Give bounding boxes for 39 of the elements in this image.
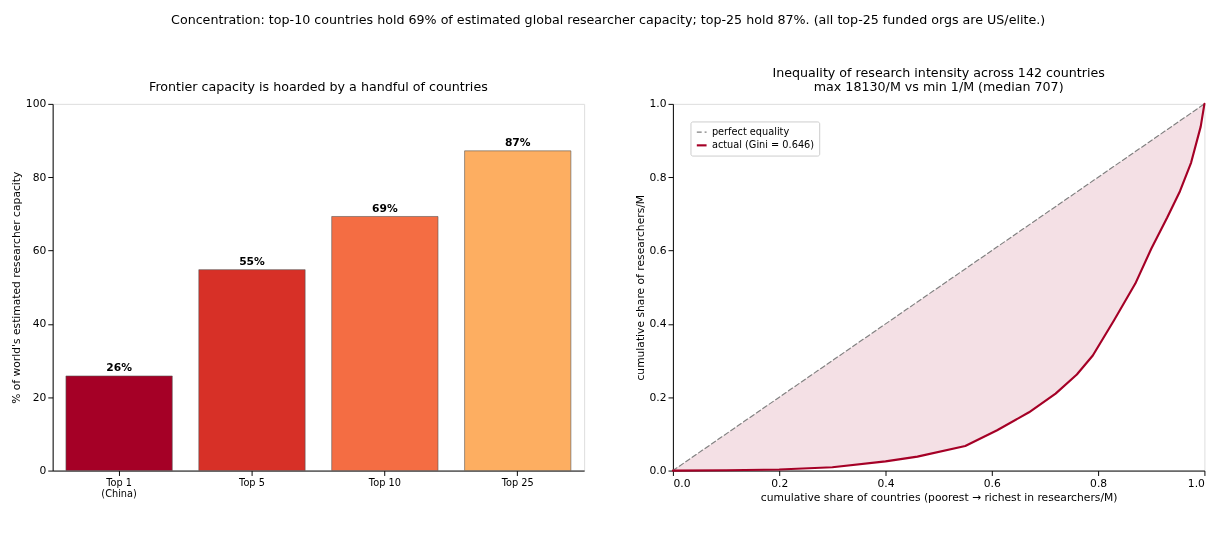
x-tick-label: 0.2	[771, 476, 789, 490]
text: Concentration: top-10 countries hold 69% of estimated global researcher capacity; top-25 hold 87%. (all top-25 funded orgs are US/elite.)	[171, 12, 1046, 28]
x-tick-label: Top 25	[500, 476, 534, 488]
y-tick-label: 0.8	[649, 170, 667, 184]
chart-subtitle: max 18130/M vs min 1/M (median 707)	[813, 79, 1064, 95]
bar	[331, 216, 439, 471]
x-tick-label: Top 5	[238, 476, 265, 488]
y-tick-label: 1.0	[649, 97, 667, 111]
data-label: 87%	[504, 135, 531, 149]
y-tick-label: 0.0	[649, 464, 667, 477]
bar	[198, 269, 306, 471]
y-tick-label: 100	[25, 97, 47, 111]
bar	[65, 375, 173, 471]
y-tick-label: 0.4	[649, 317, 667, 331]
chart-title: Inequality of research intensity across 142 countries	[772, 64, 1105, 80]
y-tick-label: 20	[32, 390, 47, 404]
x-axis-title: cumulative share of countries (poorest → richest in researchers/M)	[760, 491, 1118, 505]
x-tick-label: Top 1 (China)	[101, 476, 137, 500]
legend-label: perfect equality	[711, 126, 790, 138]
x-tick-label: 0.8	[1090, 476, 1108, 490]
x-tick-label: 0.6	[983, 476, 1002, 490]
x-tick-label: 1.0	[1187, 476, 1206, 490]
x-tick-label: Top 10	[367, 476, 401, 488]
x-tick-label: 0.0	[673, 476, 691, 490]
y-tick-label: 0	[39, 464, 47, 477]
data-label: 55%	[239, 254, 266, 268]
y-tick-label: 0.2	[649, 390, 667, 404]
data-label: 69%	[372, 201, 398, 215]
data-label: 26%	[106, 361, 133, 375]
y-tick-label: 0.6	[649, 243, 667, 257]
legend-label: actual (Gini = 0.646)	[711, 139, 815, 151]
x-tick-label: 0.4	[877, 476, 895, 490]
chart-title: Frontier capacity is hoarded by a handful of countries	[149, 79, 488, 95]
y-axis-title: % of world's estimated researcher capacity	[10, 170, 23, 404]
y-axis-title: cumulative share of researchers/M	[633, 194, 647, 381]
y-tick-label: 80	[32, 170, 47, 184]
bar	[464, 150, 572, 471]
y-tick-label: 40	[32, 317, 47, 331]
y-tick-label: 60	[32, 243, 47, 257]
